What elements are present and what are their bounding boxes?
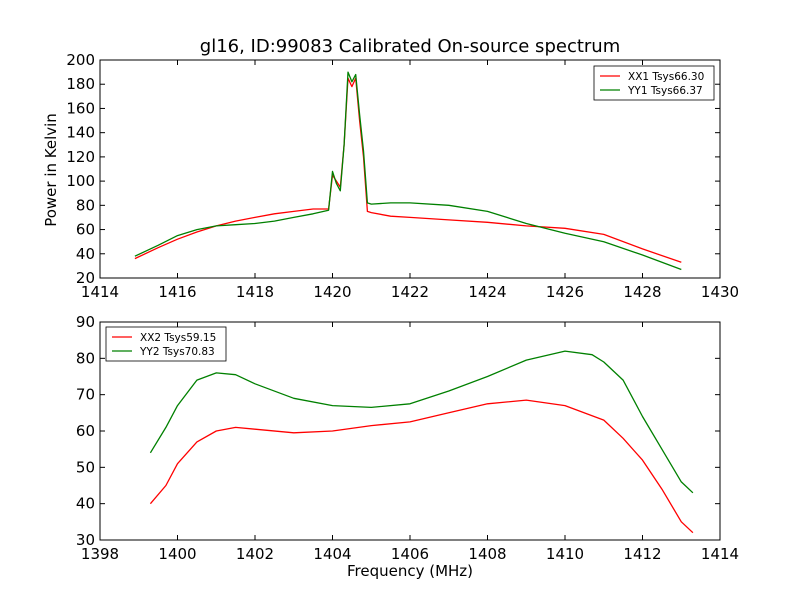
y-tick-label-0-1: 40 (76, 245, 95, 263)
y-tick-label-1-4: 70 (76, 386, 95, 404)
y-axis-label: Power in Kelvin (42, 113, 60, 227)
legend-box-1 (105, 326, 227, 362)
top-panel: 1414 1416 1418 1420 1422 1424 1426 1428 1430 20 40… (66, 51, 739, 301)
x-tick-label-0-5: 1424 (468, 283, 506, 301)
y-tick-label-0-7: 160 (66, 99, 95, 117)
legend-label-1-1: YY2 Tsys70.83 (139, 346, 215, 358)
y-tick-label-1-6: 90 (76, 313, 95, 331)
x-tick-label-1-1: 1400 (158, 545, 196, 563)
y-tick-label-1-0: 30 (76, 531, 95, 549)
figure-title: gl16, ID:99083 Calibrated On-source spec… (200, 36, 620, 57)
x-tick-label-0-3: 1420 (313, 283, 351, 301)
y-tick-label-0-2: 60 (76, 221, 95, 239)
series-line-1-0 (149, 399, 694, 534)
x-tick-label-1-5: 1408 (468, 545, 506, 563)
legend-box-0 (593, 65, 715, 101)
y-tick-label-1-1: 40 (76, 495, 95, 513)
y-tick-label-0-8: 180 (66, 75, 95, 93)
y-tick-label-0-4: 100 (66, 172, 95, 190)
x-tick-label-1-8: 1414 (701, 545, 739, 563)
x-tick-label-1-7: 1412 (623, 545, 661, 563)
legend-label-0-0: XX1 Tsys66.30 (628, 71, 704, 83)
series-line-1-1 (149, 350, 694, 494)
y-tick-label-0-9: 200 (66, 51, 95, 69)
y-tick-label-1-5: 80 (76, 349, 95, 367)
y-tick-label-0-5: 120 (66, 148, 95, 166)
x-tick-label-0-1: 1416 (158, 283, 196, 301)
y-tick-label-1-3: 60 (76, 422, 95, 440)
x-tick-label-0-8: 1430 (701, 283, 739, 301)
x-tick-label-1-2: 1402 (236, 545, 274, 563)
x-tick-label-1-6: 1410 (546, 545, 584, 563)
x-tick-label-0-7: 1428 (623, 283, 661, 301)
y-tick-label-0-0: 20 (76, 269, 95, 287)
y-tick-label-1-2: 50 (76, 458, 95, 476)
x-tick-label-1-4: 1406 (391, 545, 429, 563)
x-tick-label-0-2: 1418 (236, 283, 274, 301)
y-tick-label-0-3: 80 (76, 196, 95, 214)
x-axis-label: Frequency (MHz) (347, 562, 473, 580)
bottom-panel: 1398 1400 1402 1404 1406 1408 1410 1412 1414 30 40… (76, 313, 739, 563)
x-tick-label-0-0: 1414 (81, 283, 119, 301)
x-tick-label-0-6: 1426 (546, 283, 584, 301)
x-tick-label-1-0: 1398 (81, 545, 119, 563)
y-tick-label-0-6: 140 (66, 124, 95, 142)
x-tick-label-0-4: 1422 (391, 283, 429, 301)
legend-label-0-1: YY1 Tsys66.37 (627, 85, 703, 97)
x-tick-label-1-3: 1404 (313, 545, 351, 563)
series-line-0-1 (134, 71, 682, 271)
legend-label-1-0: XX2 Tsys59.15 (140, 332, 216, 344)
